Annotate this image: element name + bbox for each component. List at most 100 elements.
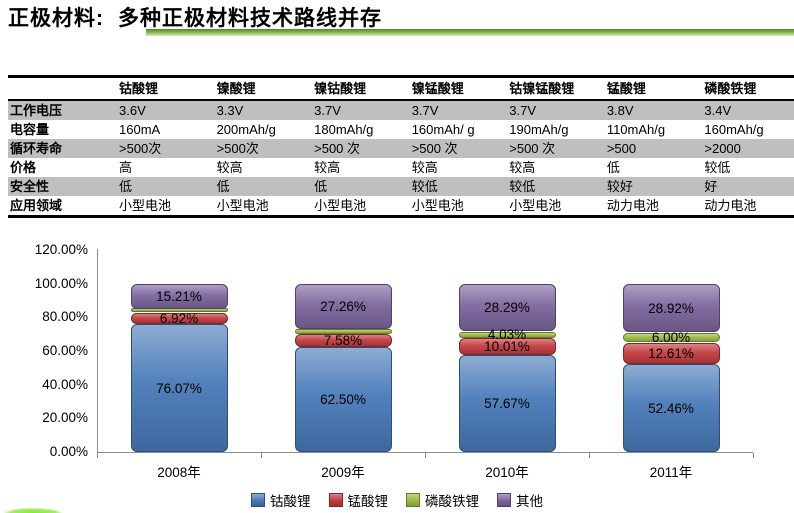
bar-segment: 52.46% <box>622 364 720 452</box>
table-cell: 3.8V <box>606 103 634 118</box>
bar-segment: 28.29% <box>458 284 556 332</box>
table-cell: 较低 <box>509 179 536 194</box>
table-cell: 160mAh/g <box>704 122 764 137</box>
table-cell: 小型电池 <box>208 196 307 218</box>
stacked-bar: 76.07% 6.92% 15.21% <box>130 250 228 452</box>
legend-item: 磷酸铁锂 <box>406 490 479 510</box>
bar-segment: 15.21% <box>130 284 228 310</box>
x-axis-tick <box>589 453 590 458</box>
y-axis-tick-label: 60.00% <box>42 342 88 358</box>
y-axis-tick-label: 40.00% <box>42 376 88 392</box>
table-cell: >2000 <box>704 141 741 156</box>
x-axis-category-label: 2010年 <box>485 465 529 480</box>
table-cell: 3.4V <box>704 103 732 118</box>
table-header-cell: 镍酸锂 <box>208 75 307 101</box>
row-label: 安全性 <box>10 179 50 194</box>
row-label: 工作电压 <box>10 103 63 118</box>
bar-segment: 10.01% <box>458 338 556 355</box>
materials-table: 钴酸锂 镍酸锂 镍钴酸锂 镍锰酸锂 钴镍锰酸锂 锰酸锂 磷酸铁锂 工作电压 3.6V 3.3V 3… <box>8 75 794 218</box>
table-cell: >500次 <box>119 141 162 156</box>
table-cell: 较高 <box>216 160 243 175</box>
table-cell: 180mAh/g <box>314 122 374 137</box>
title-underline-decoration <box>146 29 794 36</box>
legend-item: 钴酸锂 <box>251 490 311 510</box>
table-cell: 3.7V <box>509 103 536 118</box>
slide-title: 正极材料: 多种正极材料技术路线并存 <box>8 2 382 32</box>
legend-label: 锰酸锂 <box>347 494 389 509</box>
bar-segment: 6.92% <box>130 310 228 326</box>
row-label: 电容量 <box>10 122 50 137</box>
y-axis-tick-label: 20.00% <box>42 410 88 426</box>
x-axis-tick <box>425 453 426 458</box>
y-axis-line <box>97 249 98 452</box>
bar-segment: 62.50% <box>294 347 392 452</box>
bar-segment: 28.92% <box>622 284 720 333</box>
legend-swatch <box>328 493 343 507</box>
bar-value-label: 28.29% <box>484 300 530 316</box>
bar-value-label: 6.00% <box>651 330 691 346</box>
y-axis-tick-label: 0.00% <box>49 444 88 459</box>
green-ellipse-decoration <box>4 508 62 513</box>
table-cell: 小型电池 <box>306 196 404 218</box>
table-header-cell <box>8 75 111 101</box>
legend-swatch <box>251 493 265 507</box>
bar-segment: 12.61% <box>622 342 720 364</box>
bar-value-label: 62.50% <box>320 392 366 408</box>
x-axis-tick <box>261 453 262 458</box>
legend-item: 锰酸锂 <box>328 490 389 510</box>
table-body: 工作电压 3.6V 3.3V 3.7V 3.7V 3.7V 3.8V 3.4V 电容量 160mA… <box>8 100 794 218</box>
y-axis-tick-label: 80.00% <box>42 309 88 325</box>
bar-value-label: 28.92% <box>648 300 694 316</box>
table-header-cell: 锰酸锂 <box>598 75 697 101</box>
bar-segment: 27.26% <box>294 284 392 330</box>
title-prefix: 正极材料: <box>8 7 104 30</box>
row-label: 应用领域 <box>8 196 111 218</box>
table-cell: 3.3V <box>216 103 244 118</box>
legend-label: 钴酸锂 <box>270 494 311 509</box>
x-axis-category-label: 2009年 <box>321 465 365 480</box>
table-head: 钴酸锂 镍酸锂 镍钴酸锂 镍锰酸锂 钴镍锰酸锂 锰酸锂 磷酸铁锂 <box>8 75 794 101</box>
legend-swatch <box>406 493 420 507</box>
row-label: 价格 <box>10 160 37 175</box>
legend-swatch <box>497 493 511 507</box>
table-cell: 较高 <box>509 160 536 175</box>
bar-value-label: 57.67% <box>484 396 530 412</box>
table-cell: 3.7V <box>314 103 341 118</box>
table-cell: >500 次 <box>509 141 556 156</box>
table-cell: 动力电池 <box>598 196 697 218</box>
bar-value-label: 6.92% <box>159 310 199 326</box>
stacked-bar: 52.46% 12.61% 6.00% 28.92% <box>622 250 720 452</box>
table-cell: 小型电池 <box>501 196 599 218</box>
table-header-row: 钴酸锂 镍酸锂 镍钴酸锂 镍锰酸锂 钴镍锰酸锂 锰酸锂 磷酸铁锂 <box>8 75 794 101</box>
table-cell: 较高 <box>314 160 341 175</box>
y-axis-tick-label: 100.00% <box>34 275 88 291</box>
table-header-cell: 镍钴酸锂 <box>306 75 404 101</box>
table-cell: 较好 <box>606 179 633 194</box>
bar-segment: 7.58% <box>294 333 392 348</box>
legend-label: 其他 <box>516 494 543 509</box>
table-cell: 160mA <box>119 122 161 137</box>
table-header-cell: 磷酸铁锂 <box>696 75 794 101</box>
table-cell: 小型电池 <box>111 196 209 218</box>
table-cell: 190mAh/g <box>509 122 569 137</box>
table-cell: 较低 <box>704 160 731 175</box>
table-row: 安全性 低 低 低 较低 较低 较好 好 <box>8 177 794 196</box>
table-row: 工作电压 3.6V 3.3V 3.7V 3.7V 3.7V 3.8V 3.4V <box>8 100 794 120</box>
stacked-bar: 62.50% 7.58% 27.26% <box>294 250 392 452</box>
table-cell: 低 <box>119 179 133 194</box>
title-main: 多种正极材料技术路线并存 <box>118 7 382 30</box>
x-axis-tick <box>97 453 98 458</box>
table-row: 电容量 160mA 200mAh/g 180mAh/g 160mAh/ g 190mAh/… <box>8 120 794 139</box>
table-cell: 好 <box>704 179 718 194</box>
bar-segment: 4.03% <box>458 327 556 342</box>
table-cell: 低 <box>606 160 620 175</box>
table-cell: >500 次 <box>314 141 361 156</box>
chart-legend: 钴酸锂 锰酸锂 磷酸铁锂 其他 <box>0 490 794 510</box>
table-row: 价格 高 较高 较高 较高 较高 低 较低 <box>8 158 794 177</box>
table-cell: >500次 <box>216 141 259 156</box>
table-header-cell: 钴酸锂 <box>111 75 209 101</box>
table-cell: 高 <box>119 160 133 175</box>
table-cell: 动力电池 <box>696 196 794 218</box>
stacked-bar: 57.67% 10.01% 4.03% 28.29% <box>458 250 556 452</box>
bar-value-label: 27.26% <box>320 299 366 315</box>
